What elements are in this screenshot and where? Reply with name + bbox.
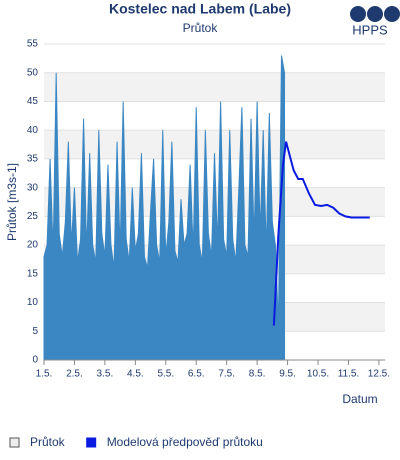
x-tick-label: 1.5. [36, 369, 53, 380]
y-tick-label: 20 [27, 240, 39, 251]
y-tick-label: 0 [32, 355, 38, 366]
x-tick-label: 2.5. [66, 369, 83, 380]
y-tick-label: 40 [27, 125, 39, 136]
logo: HPPS [350, 6, 400, 37]
legend-item: Modelová předpověď průtoku [86, 435, 263, 449]
legend-swatch [86, 437, 97, 448]
y-axis-label: Průtok [m3s-1] [5, 163, 19, 241]
x-tick-label: 8.5. [249, 369, 266, 380]
x-tick-label: 12.5. [368, 369, 390, 380]
logo-dot [350, 6, 366, 22]
x-tick-label: 6.5. [188, 369, 205, 380]
legend-item: Průtok [9, 435, 66, 449]
chart-subtitle: Průtok [183, 21, 219, 35]
x-tick-label: 5.5. [157, 369, 174, 380]
y-tick-label: 5 [32, 326, 38, 337]
logo-dot [367, 6, 383, 22]
logo-dot [384, 6, 400, 22]
y-tick-label: 45 [27, 96, 39, 107]
x-tick-label: 9.5. [279, 369, 296, 380]
y-tick-label: 35 [27, 154, 39, 165]
grid-band [44, 72, 385, 102]
y-tick-label: 25 [27, 211, 39, 222]
x-axis-label: Datum [342, 392, 377, 406]
x-tick-label: 3.5. [97, 369, 114, 380]
chart-title: Kostelec nad Labem (Labe) [109, 1, 291, 17]
y-tick-label: 10 [27, 297, 39, 308]
forecast-line [272, 141, 370, 326]
flow-area [43, 55, 286, 361]
y-tick-label: 55 [27, 39, 39, 50]
legend-swatch [9, 437, 20, 448]
logo-text: HPPS [352, 22, 388, 37]
x-tick-label: 4.5. [127, 369, 144, 380]
y-tick-label: 30 [27, 182, 39, 193]
y-tick-label: 50 [27, 67, 39, 78]
legend-label: Modelová předpověď průtoku [107, 435, 263, 449]
x-tick-label: 11.5. [338, 369, 360, 380]
x-tick-label: 7.5. [218, 369, 235, 380]
x-tick-label: 10.5. [307, 369, 329, 380]
legend-label: Průtok [30, 435, 66, 449]
y-tick-label: 15 [27, 268, 39, 279]
